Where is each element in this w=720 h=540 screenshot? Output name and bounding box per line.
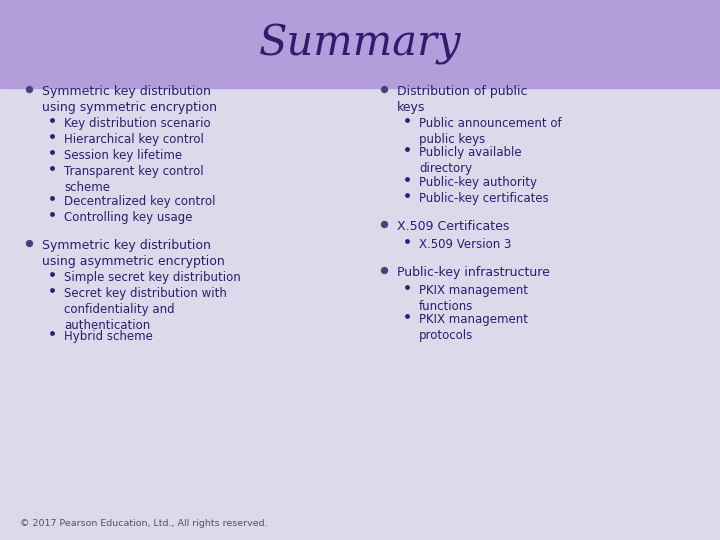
Point — [401, 312, 413, 321]
Text: Hierarchical key control: Hierarchical key control — [64, 133, 204, 146]
Point — [46, 210, 58, 218]
Text: Secret key distribution with
confidentiality and
authentication: Secret key distribution with confidentia… — [64, 287, 227, 332]
Text: Distribution of public
keys: Distribution of public keys — [397, 85, 528, 114]
Point — [401, 237, 413, 245]
Text: PKIX management
functions: PKIX management functions — [419, 284, 528, 313]
Point — [401, 174, 413, 183]
Point — [401, 116, 413, 124]
Text: Key distribution scenario: Key distribution scenario — [64, 117, 211, 130]
Point — [46, 269, 58, 278]
Text: X.509 Certificates: X.509 Certificates — [397, 220, 509, 233]
Text: Decentralized key control: Decentralized key control — [64, 195, 215, 208]
Text: Controlling key usage: Controlling key usage — [64, 211, 192, 224]
Text: © 2017 Pearson Education, Ltd., All rights reserved.: © 2017 Pearson Education, Ltd., All righ… — [20, 519, 268, 528]
Point — [401, 145, 413, 153]
Text: Publicly available
directory: Publicly available directory — [419, 146, 521, 176]
Text: Symmetric key distribution
using symmetric encryption: Symmetric key distribution using symmetr… — [42, 85, 217, 114]
Point — [23, 85, 35, 93]
Text: PKIX management
protocols: PKIX management protocols — [419, 313, 528, 342]
Point — [401, 283, 413, 292]
Point — [46, 132, 58, 140]
Text: Public-key certificates: Public-key certificates — [419, 192, 549, 205]
Text: Symmetric key distribution
using asymmetric encryption: Symmetric key distribution using asymmet… — [42, 239, 225, 268]
Text: X.509 Version 3: X.509 Version 3 — [419, 238, 511, 251]
Text: Session key lifetime: Session key lifetime — [64, 149, 182, 162]
Point — [46, 193, 58, 202]
Point — [46, 286, 58, 294]
Point — [401, 191, 413, 199]
Text: Transparent key control
scheme: Transparent key control scheme — [64, 165, 204, 194]
Point — [46, 328, 58, 337]
Text: Simple secret key distribution: Simple secret key distribution — [64, 271, 240, 284]
Text: Summary: Summary — [258, 23, 462, 65]
Bar — [0, 0, 720, 88]
Text: Public-key authority: Public-key authority — [419, 176, 537, 188]
Point — [23, 239, 35, 247]
Point — [378, 220, 390, 228]
Text: Public-key infrastructure: Public-key infrastructure — [397, 266, 550, 279]
Point — [378, 266, 390, 274]
Point — [46, 148, 58, 157]
Text: Hybrid scheme: Hybrid scheme — [64, 330, 153, 343]
Point — [378, 85, 390, 93]
Point — [46, 164, 58, 173]
Text: Public announcement of
public keys: Public announcement of public keys — [419, 117, 562, 146]
Point — [46, 116, 58, 124]
